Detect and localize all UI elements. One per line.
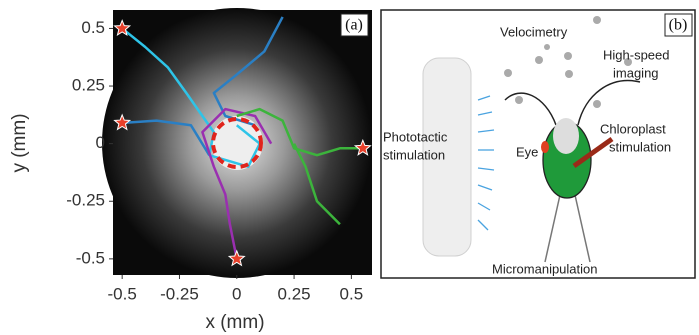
- y-tick-label: -0.5: [76, 248, 105, 267]
- label-phototactic: Phototactic: [383, 129, 448, 144]
- x-tick-label: 0.5: [340, 284, 364, 303]
- x-tick-label: 0.25: [278, 284, 311, 303]
- label-imaging: imaging: [613, 65, 659, 80]
- panel-label: (a): [345, 17, 363, 34]
- label-chloroplast: Chloroplast: [600, 121, 666, 136]
- y-tick-label: 0.5: [81, 18, 105, 37]
- label-micromanipulation: Micromanipulation: [492, 261, 598, 276]
- y-tick-label: 0.25: [72, 76, 105, 95]
- x-tick-label: 0: [232, 284, 241, 303]
- label-phototactic: stimulation: [383, 147, 445, 162]
- y-axis-label: y (mm): [9, 113, 30, 172]
- y-tick-label: -0.25: [66, 191, 105, 210]
- label-imaging: High-speed: [603, 47, 670, 62]
- eyespot: [541, 141, 549, 153]
- x-tick-label: -0.25: [160, 284, 199, 303]
- label-eye: Eye: [516, 144, 538, 159]
- figure: (a) x (mm) y (mm) (b) Velocimetry High-s…: [0, 0, 699, 335]
- y-tick-label: 0: [96, 133, 105, 152]
- label-chloroplast: stimulation: [609, 139, 671, 154]
- label-velocimetry: Velocimetry: [500, 24, 568, 39]
- cell-nucleus: [553, 118, 579, 154]
- panel-label: (b): [669, 17, 688, 34]
- x-axis-label: x (mm): [205, 312, 264, 333]
- x-tick-label: -0.5: [108, 284, 137, 303]
